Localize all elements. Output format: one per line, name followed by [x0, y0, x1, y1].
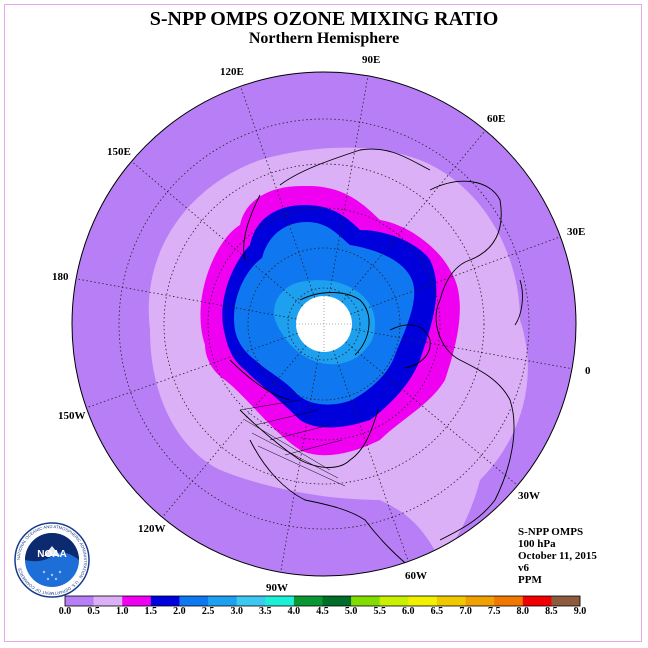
graticule — [72, 72, 576, 576]
longitude-label-0: 90E — [362, 54, 381, 66]
noaa-logo: NOAA NATIONAL OCEANIC AND ATMOSPHERIC AD… — [14, 522, 90, 598]
longitude-label-10: 150E — [107, 146, 131, 158]
colorbar-tick-label-4: 2.0 — [173, 606, 186, 617]
colorbar-tick-label-14: 7.0 — [459, 606, 472, 617]
info-block: S-NPP OMPS 100 hPa October 11, 2015 v6 P… — [518, 526, 597, 586]
colorbar — [64, 595, 581, 607]
colorbar-tick-label-16: 8.0 — [516, 606, 530, 617]
info-instrument: S-NPP OMPS — [518, 526, 584, 538]
colorbar-swatch-6 — [236, 596, 266, 606]
longitude-label-3: 0 — [585, 365, 591, 377]
colorbar-tick-label-11: 5.5 — [373, 606, 386, 617]
colorbar-swatch-4 — [179, 596, 209, 606]
pole-grid — [296, 296, 352, 352]
info-date: October 11, 2015 — [518, 550, 597, 562]
longitude-label-8: 150W — [58, 410, 86, 422]
longitude-label-2: 30E — [567, 226, 586, 238]
colorbar-swatch-1 — [93, 596, 123, 606]
colorbar-tick-label-0: 0.0 — [58, 606, 72, 617]
disc-outline — [71, 71, 577, 577]
longitude-label-5: 60W — [405, 570, 427, 582]
colorbar-tick-label-15: 7.5 — [487, 606, 501, 617]
longitude-label-7: 120W — [138, 523, 166, 535]
colorbar-swatch-7 — [265, 596, 295, 606]
colorbar-tick-label-18: 9.0 — [573, 606, 587, 617]
longitude-label-11: 120E — [220, 66, 244, 78]
colorbar-tick-label-8: 4.0 — [287, 606, 301, 617]
colorbar-swatch-9 — [322, 596, 352, 606]
outer-frame — [4, 4, 642, 642]
colorbar-swatch-8 — [293, 596, 323, 606]
map-title: S-NPP OMPS OZONE MIXING RATIO — [149, 8, 499, 30]
colorbar-swatch-15 — [494, 596, 524, 606]
map-subtitle: Northern Hemisphere — [248, 30, 400, 47]
colorbar-swatch-2 — [122, 596, 152, 606]
info-units: PPM — [518, 574, 542, 586]
longitude-label-9: 180 — [52, 271, 69, 283]
longitude-label-4: 30W — [518, 490, 540, 502]
coastlines — [229, 148, 523, 576]
noaa-logo-text: NOAA — [37, 549, 66, 560]
colorbar-swatch-16 — [522, 596, 552, 606]
colorbar-tick-label-17: 8.5 — [545, 606, 558, 617]
colorbar-swatch-11 — [379, 596, 409, 606]
info-level: 100 hPa — [518, 538, 556, 550]
info-version: v6 — [518, 562, 529, 574]
colorbar-tick-label-5: 2.5 — [201, 606, 215, 617]
us-grid — [239, 399, 346, 487]
colorbar-border — [64, 595, 581, 607]
colorbar-tick-label-6: 3.0 — [230, 606, 243, 617]
longitude-label-6: 90W — [266, 582, 288, 594]
colorbar-tick-label-2: 1.0 — [115, 606, 129, 617]
colorbar-swatch-10 — [351, 596, 381, 606]
colorbar-swatch-12 — [408, 596, 438, 606]
colorbar-swatch-5 — [208, 596, 237, 606]
colorbar-swatch-0 — [65, 596, 94, 606]
colorbar-tick-label-3: 1.5 — [144, 606, 158, 617]
longitude-label-1: 60E — [487, 113, 506, 125]
colorbar-tick-label-10: 5.0 — [344, 606, 358, 617]
colorbar-swatch-14 — [465, 596, 495, 606]
colorbar-swatch-3 — [150, 596, 180, 606]
colorbar-tick-label-13: 6.5 — [430, 606, 444, 617]
colorbar-tick-label-9: 4.5 — [316, 606, 329, 617]
colorbar-tick-label-1: 0.5 — [87, 606, 100, 617]
colorbar-tick-label-7: 3.5 — [259, 606, 272, 617]
colorbar-tick-label-12: 6.0 — [402, 606, 415, 617]
colorbar-swatch-13 — [436, 596, 466, 606]
colorbar-swatch-17 — [551, 596, 581, 606]
